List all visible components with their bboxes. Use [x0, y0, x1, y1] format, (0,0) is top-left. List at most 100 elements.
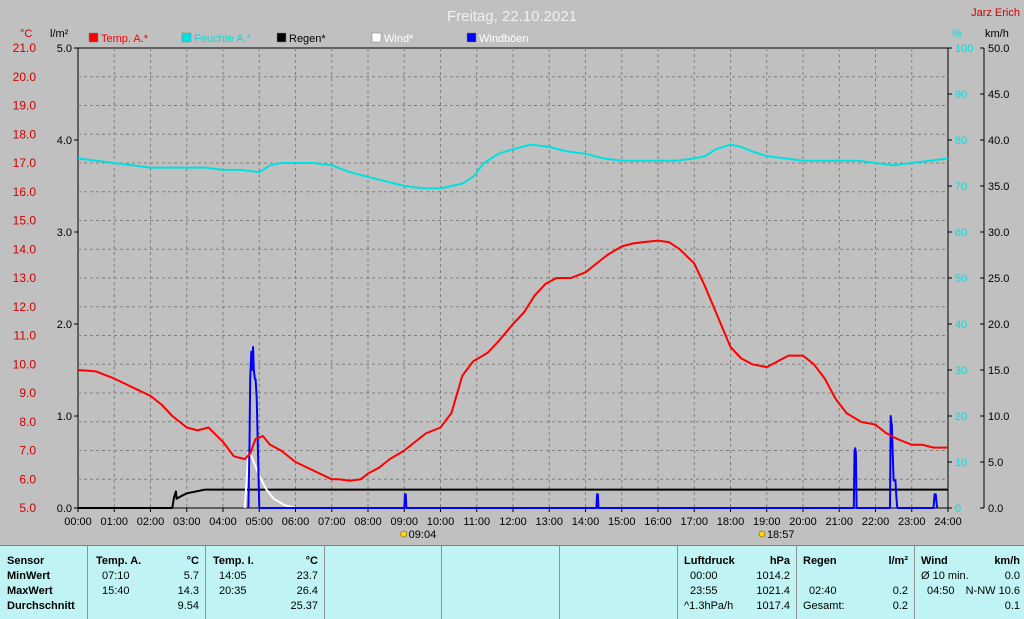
rain-unit: l/m²: [888, 555, 908, 567]
temp-tick-label: 15.0: [13, 214, 37, 228]
wind-tick-label: 5.0: [988, 457, 1003, 469]
x-tick-label: 12:00: [499, 516, 527, 528]
row-label-max: MaxWert: [7, 585, 53, 597]
wind-row3-value: 0.1: [1004, 600, 1020, 612]
temp-tick-label: 16.0: [13, 185, 37, 199]
wind-tick-label: 15.0: [988, 365, 1009, 377]
wind-tick-label: 0.0: [988, 503, 1003, 515]
x-tick-label: 15:00: [608, 516, 636, 528]
wind-tick-label: 40.0: [988, 135, 1009, 147]
rain-tick-label: 3.0: [57, 227, 72, 239]
series-line-regen: [78, 488, 948, 509]
wind-tick-label: 45.0: [988, 89, 1009, 101]
x-tick-label: 02:00: [137, 516, 165, 528]
weather-chart: 00:00 01:00 02:00 03:00 04:00 05:00 06:00 07:00…: [12, 7, 1020, 541]
temp-i-header: Temp. I.: [213, 555, 254, 567]
stats-col-empty-3: [559, 546, 677, 619]
series-layer: [77, 143, 949, 509]
pressure-unit: hPa: [769, 555, 790, 567]
chart-title: Freitag, 22.10.2021: [447, 8, 577, 25]
legend-swatch-feuchte-a: [181, 32, 192, 43]
wind-tick-label: 50.0: [988, 43, 1009, 55]
humidity-tick-label: 50: [955, 273, 967, 285]
wind-max-value: N-NW 10.6: [965, 585, 1020, 597]
humidity-tick-label: 10: [955, 457, 967, 469]
x-tick-label: 08:00: [354, 516, 382, 528]
legend-label-feuchte-a: Feuchte A.*: [194, 33, 252, 45]
sunset-label: 18:57: [767, 529, 795, 541]
humidity-tick-label: 0: [955, 503, 961, 515]
x-tick-label: 05:00: [245, 516, 273, 528]
rain-row2-time: 02:40: [809, 585, 837, 597]
author-label: Jarz Erich: [971, 7, 1020, 19]
temp-i-max-time: 20:35: [219, 585, 247, 597]
temp-tick-label: 10.0: [13, 357, 37, 371]
rain-tick-label: 4.0: [57, 135, 72, 147]
temp-a-avg-value: 9.54: [177, 600, 199, 612]
legend-swatch-wind: [371, 32, 382, 43]
temp-i-min-value: 23.7: [296, 570, 318, 582]
temp-tick-label: 11.0: [14, 329, 37, 343]
x-tick-label: 21:00: [825, 516, 853, 528]
stats-col-sensor: Sensor MinWert MaxWert Durchschnitt: [0, 546, 87, 619]
stats-col-empty-2: [441, 546, 559, 619]
temp-i-max-value: 26.4: [296, 585, 318, 597]
wind-unit: km/h: [994, 555, 1020, 567]
wind-tick-label: 25.0: [988, 273, 1009, 285]
pressure-max-value: 1021.4: [756, 585, 790, 597]
x-tick-label: 24:00: [934, 516, 962, 528]
temp-tick-label: 12.0: [13, 300, 37, 314]
sensor-header: Sensor: [7, 555, 45, 567]
rain-unit-label: l/m²: [50, 28, 69, 40]
wind-tick-label: 10.0: [988, 411, 1009, 423]
stats-panel: Sensor MinWert MaxWert Durchschnitt Temp…: [0, 545, 1024, 619]
rain-total-label: Gesamt:: [803, 600, 845, 612]
x-tick-label: 18:00: [717, 516, 745, 528]
stats-col-temp-i: Temp. I. °C 14:05 23.7 20:35 26.4 25.37: [205, 546, 324, 619]
legend-swatch-windb-en: [466, 32, 477, 43]
humidity-unit-label: %: [952, 28, 962, 40]
x-tick-label: 13:00: [535, 516, 563, 528]
sunset-icon: [758, 530, 766, 538]
pressure-trend-value: 1017.4: [756, 600, 790, 612]
wind-header: Wind: [921, 555, 948, 567]
temp-unit-label: °C: [20, 28, 32, 40]
temp-i-unit: °C: [305, 555, 318, 567]
series-line-windb-en: [247, 346, 939, 509]
x-tick-label: 01:00: [100, 516, 128, 528]
stats-col-temp-a: Temp. A. °C 07:10 5.7 15:40 14.3 9.54: [87, 546, 205, 619]
humidity-tick-label: 80: [955, 135, 967, 147]
chart-canvas: 00:00 01:00 02:00 03:00 04:00 05:00 06:00 07:00…: [12, 7, 1020, 541]
temp-a-max-value: 14.3: [177, 585, 199, 597]
temp-tick-label: 13.0: [13, 271, 37, 285]
temp-tick-label: 8.0: [19, 415, 36, 429]
pressure-header: Luftdruck: [684, 555, 735, 567]
x-tick-label: 17:00: [680, 516, 708, 528]
x-tick-label: 11:00: [463, 516, 490, 528]
sunrise-icon: [400, 530, 407, 538]
temp-i-avg-value: 25.37: [290, 600, 318, 612]
temp-tick-label: 14.0: [13, 242, 37, 256]
rain-tick-label: 1.0: [57, 411, 72, 423]
rain-row2-value: 0.2: [892, 585, 908, 597]
x-tick-label: 19:00: [753, 516, 781, 528]
pressure-min-time: 00:00: [690, 570, 718, 582]
legend-label-regen: Regen*: [289, 33, 326, 45]
x-tick-label: 03:00: [173, 516, 201, 528]
legend-swatch-regen: [276, 32, 287, 43]
x-tick-label: 09:00: [390, 516, 418, 528]
axes: 00:00 01:00 02:00 03:00 04:00 05:00 06:00 07:00…: [13, 41, 1010, 528]
wind-max-time: 04:50: [927, 585, 955, 597]
legend-swatch-temp-a: [88, 32, 99, 43]
humidity-tick-label: 60: [955, 227, 967, 239]
x-tick-label: 14:00: [572, 516, 600, 528]
legend-label-wind: Wind*: [384, 33, 414, 45]
legend-label-windb-en: Windböen: [479, 33, 529, 45]
temp-tick-label: 18.0: [13, 127, 37, 141]
humidity-tick-label: 40: [955, 319, 967, 331]
pressure-max-time: 23:55: [690, 585, 718, 597]
wind-tick-label: 20.0: [988, 319, 1009, 331]
humidity-tick-label: 100: [955, 43, 973, 55]
temp-tick-label: 21.0: [13, 41, 37, 55]
pressure-min-value: 1014.2: [756, 570, 790, 582]
